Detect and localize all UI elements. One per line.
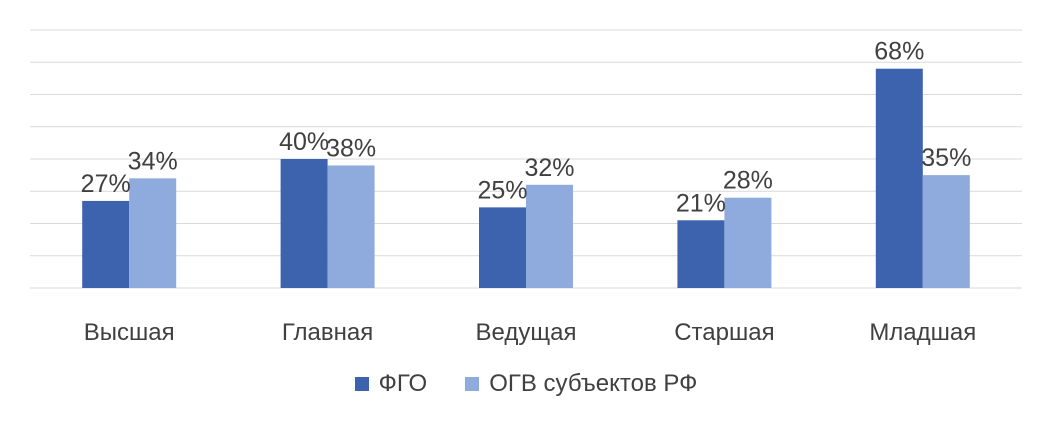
data-label-2-4: 28% xyxy=(723,167,773,195)
bar-2-5 xyxy=(922,175,970,288)
legend: ФГО ОГВ субъектов РФ xyxy=(0,370,1052,398)
legend-label-series-2: ОГВ субъектов РФ xyxy=(489,370,698,397)
bar-2-4 xyxy=(724,197,772,288)
bar-2-2 xyxy=(327,165,375,288)
data-label-1-3: 25% xyxy=(477,176,527,204)
bar-1-5 xyxy=(875,68,923,288)
x-tick-label: Старшая xyxy=(674,319,774,346)
data-label-2-1: 34% xyxy=(128,147,178,175)
bar-1-2 xyxy=(280,159,328,288)
x-axis-tick-labels: Высшая Главная Ведущая Старшая Младшая xyxy=(84,319,977,346)
data-label-1-5: 68% xyxy=(874,38,924,66)
bar-1-1 xyxy=(82,200,130,288)
x-tick-label: Высшая xyxy=(84,319,175,346)
data-label-1-1: 27% xyxy=(81,170,131,198)
bar-chart: 27%34% 40%38% 25%32% 21%28% 68% 35% Высшая Гла… xyxy=(30,29,1022,346)
bar-2-1 xyxy=(129,178,177,288)
data-label-2-2: 38% xyxy=(326,134,376,162)
gridlines xyxy=(30,29,1022,289)
legend-item-series-2: ОГВ субъектов РФ xyxy=(465,370,697,398)
x-tick-label: Ведущая xyxy=(476,319,577,346)
x-tick-label: Главная xyxy=(282,319,373,346)
bars xyxy=(82,68,970,288)
bar-1-4 xyxy=(677,220,725,288)
legend-label-series-1: ФГО xyxy=(378,370,428,397)
data-label-1-2: 40% xyxy=(279,128,329,156)
data-label-2-3: 32% xyxy=(524,154,574,182)
legend-swatch-series-2 xyxy=(465,377,480,391)
data-labels: 27%34% 40%38% 25%32% 21%28% 68% 35% xyxy=(81,38,972,218)
x-tick-label: Младшая xyxy=(869,319,976,346)
bar-1-3 xyxy=(479,207,526,288)
data-label-2-5: 35% xyxy=(921,144,971,172)
bar-2-3 xyxy=(526,184,573,288)
legend-swatch-series-1 xyxy=(354,377,369,391)
data-label-1-4: 21% xyxy=(676,189,726,217)
legend-item-series-1: ФГО xyxy=(354,370,428,398)
